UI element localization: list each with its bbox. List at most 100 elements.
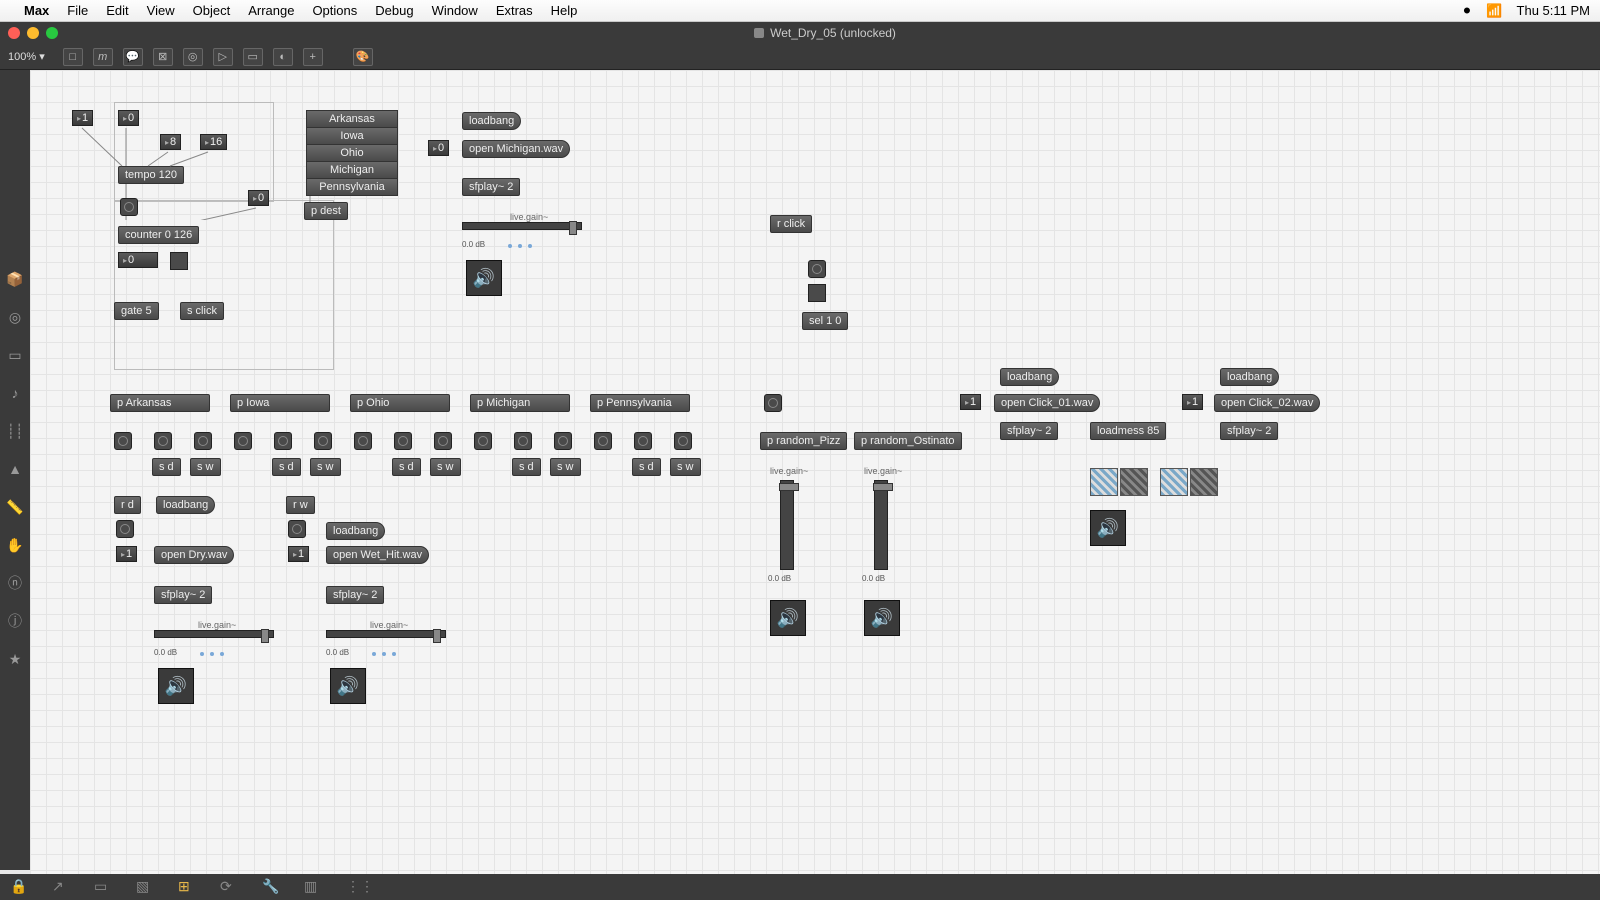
menu-arrange[interactable]: Arrange xyxy=(248,3,294,18)
msg-loadbang[interactable]: loadbang xyxy=(1220,368,1279,386)
obj-rd[interactable]: r d xyxy=(114,496,141,514)
bang-button[interactable] xyxy=(154,432,172,450)
umenu-item[interactable]: Iowa xyxy=(306,127,398,145)
umenu-item[interactable]: Michigan xyxy=(306,161,398,179)
bang-button[interactable] xyxy=(764,394,782,412)
msg-open-michigan[interactable]: open Michigan.wav xyxy=(462,140,570,158)
menu-help[interactable]: Help xyxy=(551,3,578,18)
gain-object[interactable] xyxy=(1190,468,1218,496)
tool-slider[interactable]: ▭ xyxy=(243,48,263,66)
patcher-canvas[interactable]: 1 0 8 16 tempo 120 0 counter 0 126 0 gat… xyxy=(30,70,1600,874)
bang-button[interactable] xyxy=(116,520,134,538)
bang-button[interactable] xyxy=(394,432,412,450)
obj-p-pennsylvania[interactable]: p Pennsylvania xyxy=(590,394,690,412)
obj-sw[interactable]: s w xyxy=(670,458,701,476)
msg-loadbang[interactable]: loadbang xyxy=(462,112,521,130)
gain-slider[interactable] xyxy=(462,222,582,230)
minimize-button[interactable] xyxy=(27,27,39,39)
tool-object[interactable]: □ xyxy=(63,48,83,66)
msg-open-wet[interactable]: open Wet_Hit.wav xyxy=(326,546,429,564)
ezdac[interactable]: 🔊 xyxy=(466,260,502,296)
sidebar-image-icon[interactable]: ▲ xyxy=(6,460,24,478)
bang-button[interactable] xyxy=(674,432,692,450)
msg-loadbang[interactable]: loadbang xyxy=(156,496,215,514)
menu-options[interactable]: Options xyxy=(312,3,357,18)
bang-button[interactable] xyxy=(354,432,372,450)
sidebar-console-icon[interactable]: ▭ xyxy=(6,346,24,364)
obj-sel[interactable]: sel 1 0 xyxy=(802,312,848,330)
ezdac[interactable]: 🔊 xyxy=(1090,510,1126,546)
obj-sw[interactable]: s w xyxy=(430,458,461,476)
bang-button[interactable] xyxy=(634,432,652,450)
arrow-icon[interactable]: ↗ xyxy=(52,878,70,896)
obj-random-ostinato[interactable]: p random_Ostinato xyxy=(854,432,962,450)
msg-loadbang[interactable]: loadbang xyxy=(1000,368,1059,386)
msg-loadbang[interactable]: loadbang xyxy=(326,522,385,540)
gain-object[interactable] xyxy=(1160,468,1188,496)
grid-icon[interactable]: ⊞ xyxy=(178,878,196,896)
sidebar-js-icon[interactable]: ⓙ xyxy=(6,612,24,630)
obj-sd[interactable]: s d xyxy=(152,458,181,476)
tool-dial[interactable]: ◐ xyxy=(273,48,293,66)
obj-sd[interactable]: s d xyxy=(512,458,541,476)
number-box[interactable]: 1 xyxy=(116,546,137,562)
obj-sd[interactable]: s d xyxy=(272,458,301,476)
obj-gate[interactable]: gate 5 xyxy=(114,302,159,320)
gain-slider-vertical[interactable] xyxy=(780,480,794,570)
obj-sw[interactable]: s w xyxy=(190,458,221,476)
sidebar-ruler-icon[interactable]: 📏 xyxy=(6,498,24,516)
obj-counter[interactable]: counter 0 126 xyxy=(118,226,199,244)
tool-add[interactable]: + xyxy=(303,48,323,66)
obj-sd[interactable]: s d xyxy=(392,458,421,476)
bang-button[interactable] xyxy=(594,432,612,450)
snap-icon[interactable]: ⟳ xyxy=(220,878,238,896)
bang-button[interactable] xyxy=(808,260,826,278)
lock-icon[interactable]: 🔒 xyxy=(10,878,28,896)
obj-p-iowa[interactable]: p Iowa xyxy=(230,394,330,412)
ezdac[interactable]: 🔊 xyxy=(158,668,194,704)
ezdac[interactable]: 🔊 xyxy=(330,668,366,704)
obj-rw[interactable]: r w xyxy=(286,496,315,514)
close-button[interactable] xyxy=(8,27,20,39)
number-box[interactable]: 0 xyxy=(118,110,139,126)
sidebar-audio-icon[interactable]: ♪ xyxy=(6,384,24,402)
umenu-item[interactable]: Pennsylvania xyxy=(306,178,398,196)
obj-tempo[interactable]: tempo 120 xyxy=(118,166,184,184)
msg-open-click2[interactable]: open Click_02.wav xyxy=(1214,394,1320,412)
obj-pdest[interactable]: p dest xyxy=(304,202,348,220)
number-box[interactable]: 1 xyxy=(1182,394,1203,410)
umenu-item[interactable]: Ohio xyxy=(306,144,398,162)
wifi-icon[interactable]: ⚫︎ xyxy=(1461,3,1472,19)
wifi-icon[interactable]: 📶 xyxy=(1486,3,1502,19)
presentation-icon[interactable]: ▭ xyxy=(94,878,112,896)
tool-button[interactable]: ◎ xyxy=(183,48,203,66)
msg-open-click1[interactable]: open Click_01.wav xyxy=(994,394,1100,412)
ezdac[interactable]: 🔊 xyxy=(770,600,806,636)
number-box[interactable]: 1 xyxy=(72,110,93,126)
menu-view[interactable]: View xyxy=(147,3,175,18)
gain-object[interactable] xyxy=(1120,468,1148,496)
menu-object[interactable]: Object xyxy=(193,3,231,18)
number-box[interactable]: 8 xyxy=(160,134,181,150)
obj-p-michigan[interactable]: p Michigan xyxy=(470,394,570,412)
gain-slider[interactable] xyxy=(154,630,274,638)
bang-button[interactable] xyxy=(514,432,532,450)
tool-comment[interactable]: 💬 xyxy=(123,48,143,66)
obj-p-ohio[interactable]: p Ohio xyxy=(350,394,450,412)
gain-object[interactable] xyxy=(1090,468,1118,496)
bang-button[interactable] xyxy=(194,432,212,450)
menu-file[interactable]: File xyxy=(67,3,88,18)
wrench-icon[interactable]: 🔧 xyxy=(262,878,280,896)
obj-sw[interactable]: s w xyxy=(550,458,581,476)
tool-message[interactable]: m xyxy=(93,48,113,66)
toggle[interactable] xyxy=(170,252,188,270)
bang-button[interactable] xyxy=(474,432,492,450)
number-box[interactable]: 1 xyxy=(288,546,309,562)
bang-button[interactable] xyxy=(274,432,292,450)
msg-open-dry[interactable]: open Dry.wav xyxy=(154,546,234,564)
bang-button[interactable] xyxy=(434,432,452,450)
number-box[interactable]: 0 xyxy=(248,190,269,206)
number-box[interactable]: 0 xyxy=(428,140,449,156)
sidebar-package-icon[interactable]: 📦 xyxy=(6,270,24,288)
menu-extras[interactable]: Extras xyxy=(496,3,533,18)
